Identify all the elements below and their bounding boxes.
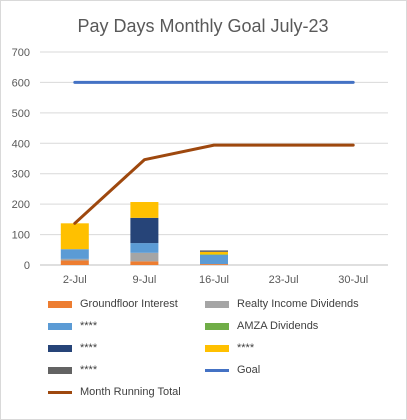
bar-segment <box>200 264 228 265</box>
legend-label: Realty Income Dividends <box>237 298 359 310</box>
y-tick-label: 0 <box>24 260 30 272</box>
legend-label: Goal <box>237 364 261 376</box>
y-tick-label: 400 <box>12 138 30 150</box>
chart-plot: Pay Days Monthly Goal July-23 0 100 200 300… <box>12 16 388 286</box>
legend-label: **** <box>80 320 98 332</box>
bar-segment <box>60 249 89 259</box>
bar-segment <box>130 243 159 253</box>
bar-segment <box>200 251 228 255</box>
x-tick-label: 30-Jul <box>338 274 368 286</box>
legend-swatch <box>48 300 72 308</box>
legend-item: **** <box>48 318 97 334</box>
x-tick-label: 23-Jul <box>269 274 299 286</box>
y-tick-label: 300 <box>12 169 30 181</box>
legend-label: Groundfloor Interest <box>80 298 178 310</box>
legend-label: **** <box>80 342 98 354</box>
legend-swatch <box>48 322 72 330</box>
legend-item: **** <box>48 362 97 378</box>
x-tick-label: 9-Jul <box>132 274 156 286</box>
bar-segment <box>200 254 228 255</box>
legend-label: AMZA Dividends <box>237 320 319 332</box>
legend-swatch <box>205 368 229 372</box>
legend-swatch <box>48 366 72 374</box>
legend-swatch <box>205 344 229 352</box>
legend-swatch <box>48 344 72 352</box>
legend-item: Groundfloor Interest <box>48 296 178 312</box>
legend-item: AMZA Dividends <box>205 318 318 334</box>
y-tick-label: 500 <box>12 108 30 120</box>
bar-segment <box>130 217 159 244</box>
chart-title: Pay Days Monthly Goal July-23 <box>77 16 328 36</box>
legend-item: Goal <box>205 362 260 378</box>
legend-item: Month Running Total <box>48 384 181 400</box>
legend-item: **** <box>48 340 97 356</box>
bar-segment <box>60 223 89 250</box>
y-tick-label: 100 <box>12 230 30 242</box>
y-tick-label: 200 <box>12 199 30 211</box>
legend-label: **** <box>80 364 98 376</box>
bar-segment <box>60 258 89 261</box>
legend-swatch <box>48 390 72 394</box>
x-tick-label: 16-Jul <box>199 274 229 286</box>
legend-swatch <box>205 300 229 308</box>
bar-segment <box>130 202 159 218</box>
y-tick-label: 700 <box>12 47 30 59</box>
legend-item: Realty Income Dividends <box>205 296 359 312</box>
bar-segment <box>200 254 228 265</box>
x-tick-label: 2-Jul <box>63 274 87 286</box>
y-tick-label: 600 <box>12 77 30 89</box>
bar-segment <box>130 261 159 265</box>
legend-label: Month Running Total <box>80 386 181 398</box>
bar-segment <box>200 250 228 252</box>
bar-segment <box>130 252 159 262</box>
legend-item: **** <box>205 340 254 356</box>
legend-label: **** <box>237 342 255 354</box>
legend-swatch <box>205 322 229 330</box>
bar-segment <box>60 260 89 265</box>
series-line <box>73 143 355 225</box>
